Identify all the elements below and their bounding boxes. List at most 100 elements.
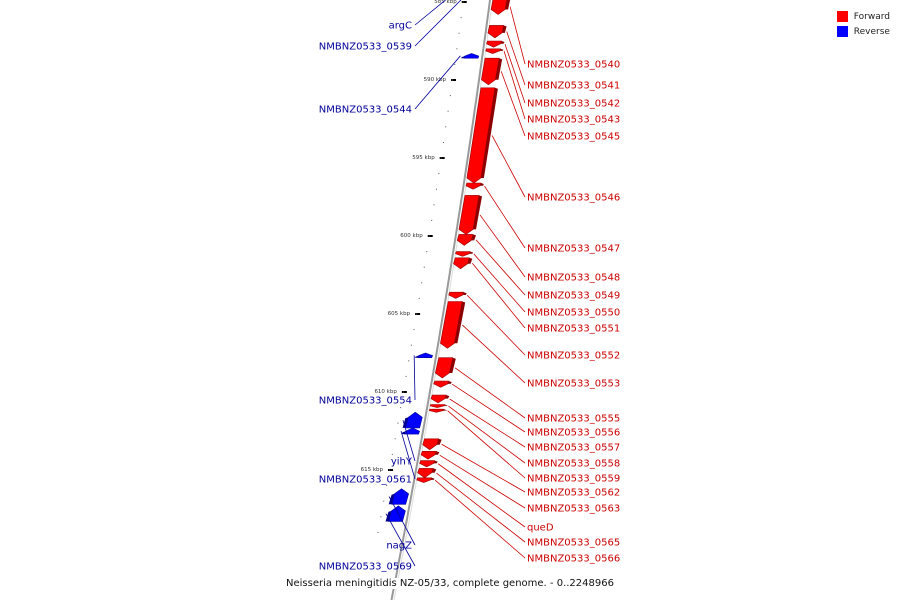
gene-NMBNZ0533_0544[interactable] bbox=[461, 53, 480, 59]
gene-NMBNZ0533_0556[interactable] bbox=[433, 380, 452, 388]
label-connector bbox=[441, 443, 526, 493]
gene-NMBNZ0533_0554[interactable] bbox=[414, 352, 433, 359]
gene-NMBNZ0533_0566[interactable] bbox=[416, 477, 435, 483]
gene-arrow-shade bbox=[436, 438, 442, 445]
gene-NMBNZ0533_0541[interactable] bbox=[487, 25, 507, 39]
gene-label[interactable]: NMBNZ0533_0549 bbox=[527, 291, 620, 302]
scale-tick-label: 590 kbp bbox=[424, 77, 447, 83]
gene-label[interactable]: NMBNZ0533_0547 bbox=[527, 244, 620, 255]
scale-tick-minor bbox=[449, 95, 451, 97]
gene-NMBNZ0533_0569[interactable] bbox=[385, 505, 406, 522]
scale-tick-minor bbox=[408, 360, 410, 362]
gene-arrow bbox=[388, 505, 406, 522]
gene-NMBNZ0533_0562[interactable] bbox=[422, 438, 442, 451]
label-connector bbox=[437, 463, 526, 528]
gene-label[interactable]: NMBNZ0533_0569 bbox=[319, 562, 412, 573]
scale-tick-minor bbox=[418, 297, 420, 299]
gene-label[interactable]: NMBNZ0533_0541 bbox=[527, 81, 620, 92]
label-connector bbox=[402, 419, 416, 462]
gene-NMBNZ0533_0557[interactable] bbox=[430, 394, 450, 404]
scale-tick-minor bbox=[458, 32, 460, 34]
gene-NMBNZ0533_0548[interactable] bbox=[458, 195, 482, 235]
gene-arrow bbox=[465, 182, 482, 190]
gene-arrow-shade bbox=[449, 357, 456, 373]
gene-NMBNZ0533_0545[interactable] bbox=[481, 57, 503, 86]
gene-label[interactable]: NMBNZ0533_0559 bbox=[527, 474, 620, 485]
gene-label[interactable]: NMBNZ0533_0543 bbox=[527, 115, 620, 126]
gene-label[interactable]: NMBNZ0533_0550 bbox=[527, 308, 620, 319]
gene-NMBNZ0533_0563[interactable] bbox=[420, 450, 440, 460]
gene-NMBNZ0533_0565[interactable] bbox=[417, 468, 437, 479]
gene-NMBNZ0533_0543[interactable] bbox=[485, 48, 504, 54]
scale-tick-label: 610 kbp bbox=[374, 389, 397, 395]
gene-label[interactable]: NMBNZ0533_0556 bbox=[527, 428, 620, 439]
gene-arrow-shade bbox=[501, 25, 507, 33]
gene-arrow bbox=[405, 411, 423, 429]
gene-NMBNZ0533_0555[interactable] bbox=[434, 357, 456, 379]
gene-arrow-shade bbox=[444, 404, 448, 406]
gene-label[interactable]: NMBNZ0533_0565 bbox=[527, 538, 620, 549]
gene-NMBNZ0533_0550[interactable] bbox=[455, 251, 474, 257]
gene-label[interactable]: NMBNZ0533_0546 bbox=[527, 193, 620, 204]
legend-item-reverse[interactable]: Reverse bbox=[836, 24, 890, 39]
legend-label-reverse: Reverse bbox=[853, 26, 890, 37]
gene-NMBNZ0533_0553[interactable] bbox=[440, 301, 466, 349]
scale-tick-minor bbox=[386, 485, 388, 487]
scale-tick-minor bbox=[452, 79, 454, 81]
gene-label[interactable]: NMBNZ0533_0562 bbox=[527, 488, 620, 499]
gene-NMBNZ0533_0551[interactable] bbox=[453, 257, 473, 270]
gene-arrow bbox=[463, 53, 480, 59]
gene-NMBNZ0533_0549[interactable] bbox=[456, 234, 476, 246]
label-connector bbox=[472, 263, 526, 329]
gene-label[interactable]: nagZ bbox=[386, 541, 412, 552]
gene-label[interactable]: NMBNZ0533_0563 bbox=[527, 504, 620, 515]
gene-NMBNZ0533_0540[interactable] bbox=[490, 0, 511, 15]
gene-yihY[interactable] bbox=[402, 411, 423, 429]
gene-arrow-shade bbox=[500, 41, 505, 44]
legend-item-forward[interactable]: Forward bbox=[836, 9, 890, 24]
gene-label[interactable]: NMBNZ0533_0558 bbox=[527, 459, 620, 470]
gene-NMBNZ0533_0542[interactable] bbox=[486, 40, 505, 48]
gene-label[interactable]: NMBNZ0533_0542 bbox=[527, 99, 620, 110]
scale-tick-minor bbox=[383, 500, 385, 502]
gene-arrow bbox=[481, 57, 500, 86]
gene-label[interactable]: NMBNZ0533_0557 bbox=[527, 443, 620, 454]
gene-label[interactable]: NMBNZ0533_0548 bbox=[527, 273, 620, 284]
scale-tick-minor bbox=[423, 266, 425, 268]
gene-label[interactable]: queD bbox=[527, 523, 554, 534]
gene-label[interactable]: NMBNZ0533_0545 bbox=[527, 132, 620, 143]
gene-label[interactable]: NMBNZ0533_0566 bbox=[527, 554, 620, 565]
scale-tick-minor bbox=[377, 531, 379, 533]
label-connector bbox=[452, 383, 526, 433]
gene-NMBNZ0533_0546[interactable] bbox=[466, 87, 498, 184]
scale-tick-minor bbox=[454, 63, 456, 65]
gene-label[interactable]: yihY bbox=[391, 457, 413, 468]
gene-label[interactable]: NMBNZ0533_0553 bbox=[527, 379, 620, 390]
gene-NMBNZ0533_0561[interactable] bbox=[401, 427, 420, 435]
gene-NMBNZ0533_0547[interactable] bbox=[465, 182, 484, 190]
label-connector bbox=[448, 405, 526, 464]
label-connector bbox=[439, 454, 526, 509]
gene-label[interactable]: NMBNZ0533_0552 bbox=[527, 351, 620, 362]
gene-NMBNZ0533_0558[interactable] bbox=[429, 404, 448, 408]
gene-label[interactable]: NMBNZ0533_0551 bbox=[527, 324, 620, 335]
gene-NMBNZ0533_0552[interactable] bbox=[448, 291, 467, 299]
gene-label[interactable]: NMBNZ0533_0561 bbox=[319, 475, 412, 486]
scale-tick-minor bbox=[397, 422, 399, 424]
gene-label[interactable]: NMBNZ0533_0554 bbox=[319, 396, 412, 407]
gene-arrow-shade bbox=[445, 395, 450, 399]
gene-arrow bbox=[456, 234, 474, 246]
gene-NMBNZ0533_0559[interactable] bbox=[428, 408, 447, 413]
gene-label[interactable]: NMBNZ0533_0540 bbox=[527, 60, 620, 71]
gene-arrow bbox=[428, 408, 445, 413]
label-connector bbox=[413, 355, 416, 401]
gene-label[interactable]: NMBNZ0533_0539 bbox=[319, 42, 412, 53]
gene-label[interactable]: argC bbox=[389, 21, 412, 32]
gene-label[interactable]: NMBNZ0533_0555 bbox=[527, 414, 620, 425]
gene-label[interactable]: NMBNZ0533_0544 bbox=[319, 105, 412, 116]
scale-tick-minor bbox=[456, 48, 458, 50]
scale-tick-minor bbox=[402, 391, 404, 393]
gene-nagZ[interactable] bbox=[388, 488, 409, 505]
gene-queD[interactable] bbox=[419, 460, 438, 468]
scale-tick-minor bbox=[445, 126, 447, 128]
